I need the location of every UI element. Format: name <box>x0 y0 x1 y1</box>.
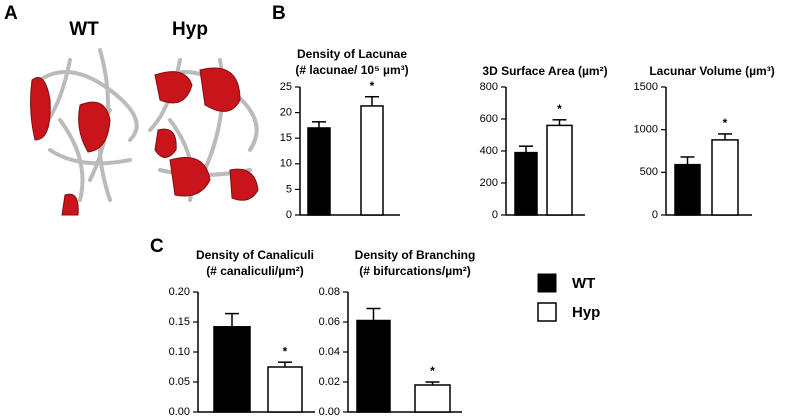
image-label: WT <box>69 19 99 40</box>
legend-label: Hyp <box>572 304 600 321</box>
y-tick-label: 5 <box>286 183 292 195</box>
panel-label: C <box>150 236 164 257</box>
legend-swatch <box>537 273 557 293</box>
bar <box>267 366 303 413</box>
panel-label: A <box>4 3 18 24</box>
y-tick-label: 0 <box>286 209 292 221</box>
image-label: Hyp <box>172 19 208 40</box>
annotation: * <box>370 79 375 93</box>
y-tick-label: 600 <box>480 113 498 125</box>
chart-title: Lacunar Volume (µm³) <box>649 64 774 78</box>
chart-subtitle: (# lacunae/ 10⁵ µm³) <box>295 63 408 77</box>
bar <box>414 384 451 413</box>
annotation: * <box>723 116 728 130</box>
y-tick-label: 0.06 <box>319 316 340 328</box>
chart-title: Density of Canaliculi <box>196 248 314 262</box>
y-tick-label: 25 <box>280 81 292 93</box>
y-tick-label: 1500 <box>634 81 658 93</box>
y-tick-label: 15 <box>280 132 292 144</box>
y-tick-label: 500 <box>640 166 658 178</box>
chart-title: 3D Surface Area (µm²) <box>482 64 607 78</box>
y-tick-label: 0.05 <box>169 376 190 388</box>
bar <box>360 105 384 216</box>
legend-label: WT <box>572 275 595 292</box>
y-tick-label: 0.10 <box>169 346 190 358</box>
y-tick-label: 0.00 <box>319 406 340 418</box>
y-tick-label: 0.20 <box>169 286 190 298</box>
bar <box>307 127 331 216</box>
chart-subtitle: (# canaliculi/µm²) <box>206 264 304 278</box>
y-tick-label: 0.15 <box>169 316 190 328</box>
y-tick-label: 1000 <box>634 124 658 136</box>
y-tick-label: 200 <box>480 177 498 189</box>
bar <box>356 319 391 413</box>
legend-swatch <box>537 302 557 322</box>
y-tick-label: 0.04 <box>319 346 340 358</box>
annotation: * <box>430 364 435 378</box>
y-tick-label: 0 <box>652 209 658 221</box>
y-tick-label: 400 <box>480 145 498 157</box>
bar <box>711 139 739 216</box>
chart-title: Density of Lacunae <box>297 47 407 61</box>
annotation: * <box>283 344 288 358</box>
chart-subtitle: (# bifurcations/µm²) <box>359 264 471 278</box>
y-tick-label: 0.00 <box>169 406 190 418</box>
panel-label: B <box>272 3 286 24</box>
y-tick-label: 20 <box>280 107 292 119</box>
annotation: * <box>557 102 562 116</box>
bar <box>546 124 573 216</box>
y-tick-label: 0.02 <box>319 376 340 388</box>
bar <box>514 151 538 216</box>
bar <box>674 163 701 216</box>
chart-title: Density of Branching <box>355 248 476 262</box>
y-tick-label: 0.08 <box>319 286 340 298</box>
micrograph <box>30 48 259 216</box>
y-tick-label: 0 <box>492 209 498 221</box>
y-tick-label: 10 <box>280 158 292 170</box>
y-tick-label: 800 <box>480 81 498 93</box>
bar <box>213 326 251 413</box>
